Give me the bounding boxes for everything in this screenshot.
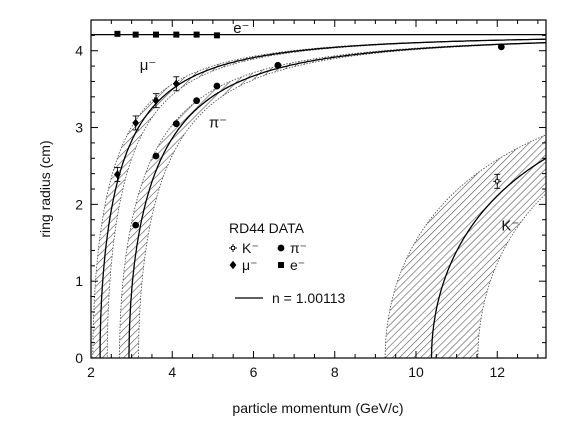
y-tick-label: 0 (75, 350, 83, 366)
legend-marker-e (278, 262, 284, 268)
model-curves (91, 33, 546, 358)
band-k (384, 134, 546, 358)
legend-model-label: n = 1.00113 (272, 290, 346, 306)
x-tick-label: 12 (489, 364, 505, 380)
curve-label-mu: μ⁻ (140, 57, 157, 74)
y-tick-label: 2 (75, 196, 83, 212)
model-curve-mu (99, 38, 546, 358)
legend-label-e: e⁻ (290, 257, 305, 273)
band-mu (92, 38, 546, 358)
data-point-pi (497, 43, 505, 51)
data-point-mu (172, 76, 180, 92)
x-tick-label: 6 (250, 364, 258, 380)
x-tick-label: 2 (87, 364, 95, 380)
data-point-mu (114, 166, 121, 182)
data-point-pi (132, 221, 140, 229)
data-point-pi (172, 120, 180, 128)
model-curve-pi (128, 42, 546, 358)
y-tick-label: 4 (75, 43, 83, 59)
model-curve-k (430, 157, 546, 358)
data-point-e (132, 31, 139, 38)
data-point-mu (132, 115, 140, 131)
y-tick-label: 3 (75, 120, 83, 136)
data-point-k (493, 173, 502, 189)
x-tick-label: 8 (331, 364, 339, 380)
legend-title: RD44 DATA (229, 220, 305, 236)
x-tick-label: 10 (408, 364, 424, 380)
x-tick-label: 4 (168, 364, 176, 380)
data-point-mu (152, 93, 160, 109)
legend: RD44 DATA K⁻ π⁻ μ⁻ e⁻ n = 1.00113 (229, 220, 346, 306)
legend-marker-mu (229, 260, 237, 270)
data-point-pi (213, 82, 221, 90)
curve-label-pi: π⁻ (209, 115, 227, 132)
data-point-e (173, 31, 180, 38)
curve-bands (92, 38, 546, 358)
legend-marker-k (229, 244, 237, 252)
data-point-e (153, 31, 159, 38)
data-point-pi (274, 61, 282, 69)
data-point-pi (152, 152, 160, 160)
data-point-e (114, 30, 121, 37)
x-axis-title: particle momentum (GeV/c) (232, 400, 403, 416)
data-point-pi (193, 97, 201, 105)
curve-label-e: e⁻ (233, 20, 249, 37)
legend-marker-pi (277, 244, 285, 252)
y-axis-title: ring radius (cm) (37, 140, 53, 237)
legend-label-mu: μ⁻ (242, 257, 257, 273)
curve-labels: e⁻ μ⁻ π⁻ K⁻ (140, 20, 520, 234)
data-point-e (213, 32, 220, 39)
data-points (114, 30, 505, 229)
curve-label-k: K⁻ (501, 217, 519, 234)
legend-label-k: K⁻ (242, 240, 259, 256)
y-tick-label: 1 (75, 273, 83, 289)
legend-label-pi: π⁻ (290, 240, 307, 256)
data-point-e (193, 31, 200, 38)
